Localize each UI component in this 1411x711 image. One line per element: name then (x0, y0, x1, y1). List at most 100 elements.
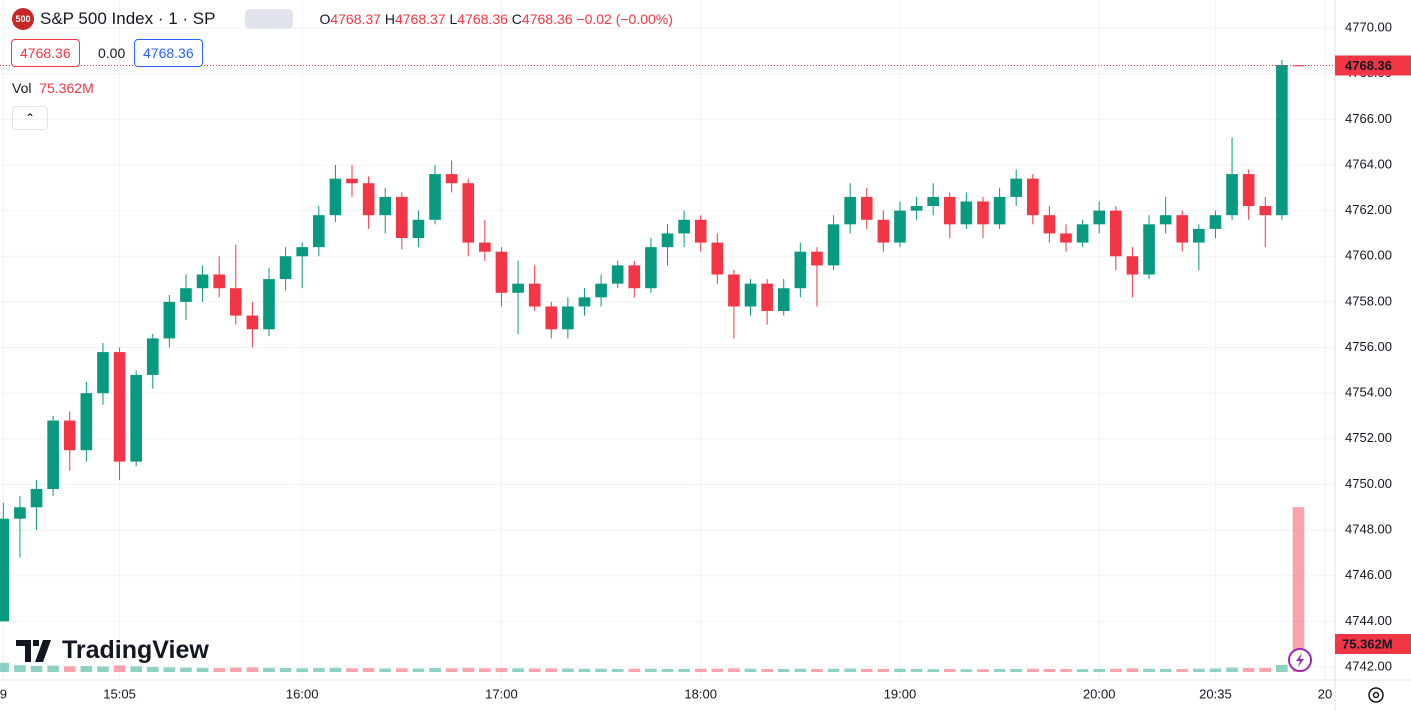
ohlc-value: 4768.36 (457, 11, 508, 27)
y-tick-label: 4754.00 (1345, 385, 1392, 400)
candle-body (910, 206, 923, 211)
volume-bar (495, 668, 508, 672)
x-tick-label: 20 (1318, 686, 1332, 701)
x-tick-label: 15:05 (103, 686, 136, 701)
candle-body (1193, 228, 1205, 243)
candle-body (1143, 224, 1155, 275)
candle-body (445, 174, 458, 184)
candle-body (1292, 65, 1305, 67)
volume-bar (628, 668, 641, 672)
candle-body (1110, 210, 1122, 257)
candle-body (412, 219, 425, 238)
candle-body (827, 224, 840, 266)
volume-bar (844, 668, 856, 672)
y-tick-label: 4744.00 (1345, 613, 1392, 628)
candle-body (628, 265, 641, 289)
volume-bar (279, 668, 292, 672)
volume-bar (479, 668, 491, 672)
volume-bar (1259, 667, 1272, 672)
y-tick-label: 4746.00 (1345, 567, 1392, 582)
candle-body (877, 219, 890, 243)
volume-bar (1176, 668, 1189, 672)
volume-bar (263, 667, 275, 672)
volume-bar (1276, 665, 1288, 672)
volume-bar (1242, 668, 1255, 672)
volume-bar (362, 668, 375, 672)
brand: TradingView (62, 636, 209, 664)
volume-bar (1209, 668, 1222, 672)
candle-body (678, 219, 690, 234)
volume-bar (146, 666, 159, 672)
candle-body (694, 219, 707, 243)
candle-body (844, 196, 856, 225)
volume-bar (312, 668, 325, 672)
volume-bar (528, 668, 541, 672)
volume-bar (744, 668, 757, 672)
volume-tag-label: 75.362M (1342, 636, 1393, 651)
volume-bar (860, 668, 873, 672)
y-tick-label: 4750.00 (1345, 476, 1392, 491)
volume-bar (229, 667, 242, 672)
volume-bar (595, 668, 607, 672)
volume-bar (445, 668, 458, 672)
candle-body (761, 283, 773, 312)
volume-bar (63, 666, 76, 672)
candle-body (396, 196, 408, 238)
candle-body (744, 283, 757, 307)
volume-bar (130, 666, 142, 672)
candle-body (113, 352, 126, 462)
symbol-title[interactable]: S&P 500 Index · 1 · SP (40, 9, 216, 28)
volume-bar (894, 668, 906, 672)
volume-bar (47, 665, 59, 672)
candle-body (80, 393, 93, 451)
candle-body (512, 283, 524, 293)
candle-body (1076, 224, 1089, 243)
volume-bar (1010, 668, 1023, 672)
volume-bar (877, 668, 890, 672)
collapse-button[interactable]: ⌃ (12, 106, 48, 130)
candle-body (811, 251, 823, 266)
candle-body (645, 247, 657, 289)
x-tick-label: 18:00 (684, 686, 717, 701)
sell-box[interactable]: 4768.36 (11, 39, 80, 67)
candle-body (213, 274, 225, 289)
volume-bar (346, 668, 358, 672)
ohlc-value: 4768.37 (330, 11, 381, 27)
volume-bar (14, 665, 26, 672)
candle-body (1126, 256, 1139, 275)
volume-bar (462, 667, 475, 672)
volume-bar (113, 665, 126, 672)
candle-body (263, 279, 275, 330)
y-tick-label: 4756.00 (1345, 339, 1392, 354)
settings-icon (1368, 687, 1384, 703)
candle-body (362, 183, 375, 216)
candle-body (163, 301, 176, 339)
candle-body (97, 352, 109, 394)
volume-bar (1026, 668, 1039, 672)
volume-bar (429, 668, 441, 672)
volume-bar (977, 669, 989, 672)
volume-bar (910, 668, 923, 672)
volume-legend: Vol 75.362M (12, 80, 94, 96)
volume-bar (396, 668, 408, 672)
volume-bar (379, 668, 392, 672)
candle-body (63, 420, 76, 451)
buy-box[interactable]: 4768.36 (134, 39, 203, 67)
candle-body (611, 265, 624, 284)
volume-bar (993, 668, 1006, 672)
candle-body (1176, 215, 1189, 243)
candle-body (14, 507, 26, 519)
volume-bar (711, 668, 724, 672)
price-tag-label: 4768.36 (1345, 58, 1392, 73)
volume-bar (1193, 668, 1205, 672)
volume-tag (1335, 634, 1411, 654)
volume-bar (329, 667, 342, 672)
volume-bar (0, 662, 10, 672)
volume-bar (1126, 668, 1139, 672)
volume-bar (512, 668, 524, 672)
volume-bar (196, 667, 209, 672)
candle-body (977, 201, 989, 225)
compare-toggle[interactable] (245, 9, 294, 29)
